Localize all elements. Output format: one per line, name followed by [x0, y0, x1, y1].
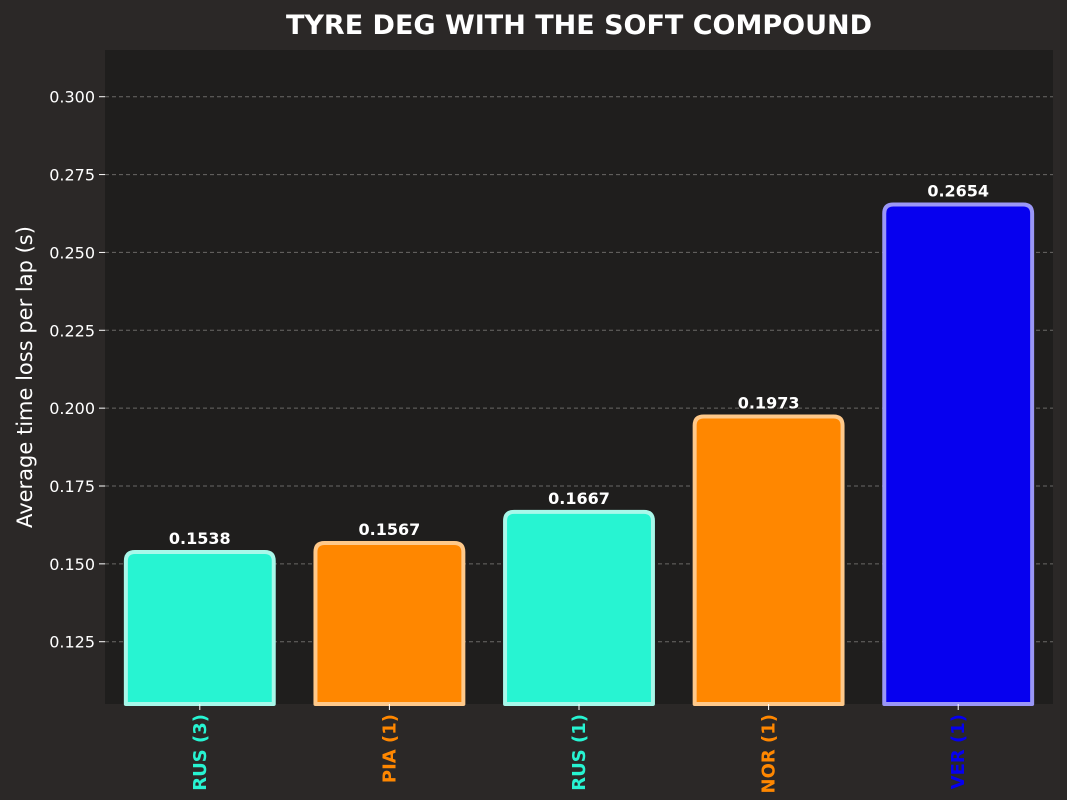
x-axis-ticks: RUS (3) PIA (1) RUS (1) NOR (1) VER (1) [190, 704, 969, 793]
x-tick-label: PIA (1) [379, 714, 400, 783]
bar-value-label: 0.1567 [359, 520, 421, 539]
x-tick-label: VER (1) [948, 714, 969, 789]
y-tick-label: 0.275 [49, 166, 95, 185]
bar [123, 550, 276, 706]
x-tick-label: RUS (1) [569, 714, 590, 791]
value-labels: 0.1538 0.1567 0.1667 0.1973 0.2654 [169, 181, 989, 548]
y-axis-label: Average time loss per lap (s) [13, 226, 37, 528]
bars [123, 202, 1035, 706]
bar-value-label: 0.2654 [927, 181, 989, 200]
y-tick-label: 0.225 [49, 321, 95, 340]
bar-value-label: 0.1538 [169, 529, 231, 548]
bar [313, 540, 466, 706]
bar [503, 509, 655, 706]
x-tick-label: NOR (1) [759, 714, 780, 793]
bar [692, 414, 845, 706]
y-axis-ticks: 0.125 0.150 0.175 0.200 0.225 0.250 0.275 0.300 [49, 88, 105, 652]
y-tick-label: 0.150 [49, 555, 95, 574]
x-tick-label: RUS (3) [190, 714, 211, 791]
bar-value-label: 0.1973 [738, 394, 800, 413]
bar-value-label: 0.1667 [548, 489, 610, 508]
y-tick-label: 0.175 [49, 477, 95, 496]
chart-title: TYRE DEG WITH THE SOFT COMPOUND [286, 10, 872, 41]
bar [882, 202, 1035, 706]
y-tick-label: 0.125 [49, 633, 95, 652]
y-tick-label: 0.250 [49, 243, 95, 262]
y-tick-label: 0.300 [49, 88, 95, 107]
y-tick-label: 0.200 [49, 399, 95, 418]
